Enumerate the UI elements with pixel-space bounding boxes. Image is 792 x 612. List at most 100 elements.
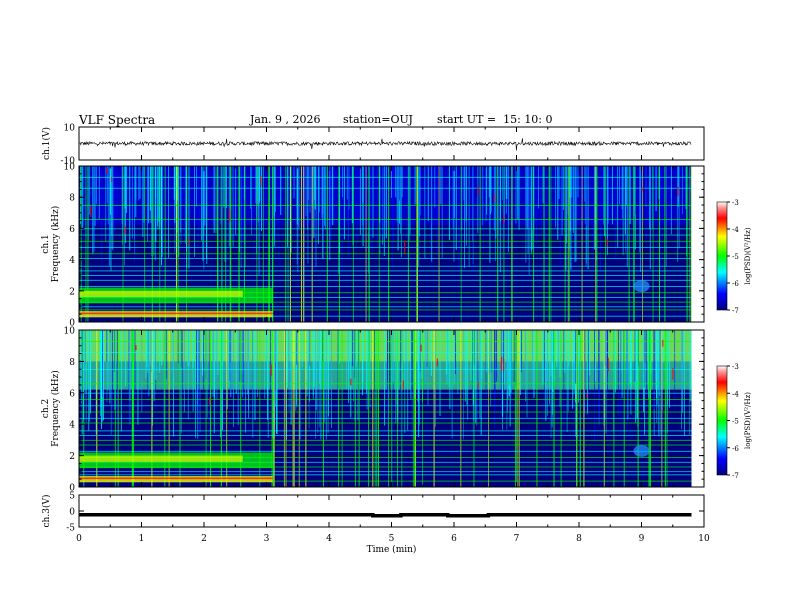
sferic-column — [564, 330, 566, 374]
sferic-column — [644, 330, 646, 435]
sferic-column — [85, 330, 87, 394]
sferic-column — [526, 330, 528, 418]
tone-line — [79, 234, 692, 236]
sferic-column — [669, 166, 671, 224]
spectrogram-ch2 — [79, 330, 704, 487]
sferic-column — [81, 330, 83, 420]
sferic-column — [468, 166, 470, 267]
sferic-column — [555, 166, 556, 228]
sferic-column — [659, 330, 661, 440]
sferic-line — [164, 330, 166, 487]
y-tick-label: 0 — [69, 484, 75, 494]
upper-band-bright — [79, 330, 692, 362]
y-tick-label: 10 — [64, 163, 76, 173]
sferic-column — [401, 166, 403, 198]
sferic-column — [527, 166, 529, 254]
sferic-column — [306, 330, 308, 397]
sferic-column — [290, 330, 292, 425]
sferic-column — [585, 166, 587, 227]
sferic-column — [274, 166, 275, 236]
y-tick-label: -5 — [66, 524, 75, 534]
sferic-column — [135, 166, 137, 200]
sferic-column — [317, 330, 319, 433]
tone-line — [79, 306, 692, 308]
sferic-column — [146, 330, 148, 368]
sferic-column — [318, 166, 320, 213]
sferic-line — [322, 330, 324, 487]
sferic-column — [506, 330, 508, 413]
sferic-column — [464, 166, 465, 268]
tone-line — [79, 253, 692, 255]
sferic-column — [324, 166, 326, 230]
sferic-column — [109, 166, 111, 266]
sferic-column — [490, 330, 492, 373]
waveform-trace — [78, 138, 692, 151]
lf-band-low — [79, 476, 273, 483]
sferic-column — [611, 166, 613, 225]
sferic-column — [192, 330, 194, 412]
sferic-column — [669, 330, 671, 408]
sferic-column — [430, 166, 432, 263]
sferic-column — [508, 330, 510, 397]
sferic-column — [129, 166, 131, 251]
y-axis-label: ch.3(V) — [41, 495, 52, 528]
sferic-column — [603, 166, 604, 225]
sferic-column — [532, 330, 533, 389]
sferic-column — [379, 166, 381, 254]
sferic-column — [230, 330, 232, 374]
sferic-column — [551, 330, 553, 415]
sferic-column — [213, 330, 215, 370]
sferic-line — [168, 330, 170, 487]
sferic-column — [322, 166, 324, 260]
sferic-column — [372, 166, 374, 238]
sferic-column — [366, 330, 368, 394]
tone-line — [79, 297, 692, 298]
sferic-column — [298, 166, 300, 228]
sferic-column — [324, 166, 326, 226]
hot-sferic — [436, 358, 438, 367]
sferic-column — [391, 166, 393, 267]
sferic-column — [172, 330, 174, 373]
sferic-column — [573, 330, 575, 393]
sferic-column — [362, 330, 364, 383]
sferic-line — [581, 166, 583, 322]
sferic-line — [303, 166, 305, 322]
sferic-column — [472, 330, 474, 405]
tone-line — [79, 444, 692, 446]
sferic-line — [376, 330, 378, 487]
sferic-column — [150, 166, 152, 223]
sferic-line — [623, 330, 625, 487]
tone-line — [79, 417, 692, 419]
sferic-column — [572, 166, 574, 233]
sferic-line — [368, 166, 370, 322]
sferic-column — [220, 166, 222, 224]
sferic-column — [353, 330, 355, 402]
colorbar-tick-label: -7 — [732, 307, 739, 315]
sferic-line — [664, 166, 666, 322]
sferic-line — [613, 330, 615, 487]
sferic-column — [296, 330, 298, 365]
tone-line — [79, 301, 692, 303]
hot-sferic — [135, 345, 137, 351]
sferic-column — [346, 166, 348, 200]
sferic-column — [607, 166, 609, 224]
sferic-column — [290, 166, 292, 253]
sferic-column — [83, 166, 85, 255]
sferic-column — [124, 330, 126, 364]
sferic-column — [643, 330, 644, 413]
sferic-column — [490, 330, 492, 407]
sferic-column — [558, 166, 560, 199]
sferic-column — [278, 166, 280, 266]
sferic-column — [656, 330, 658, 405]
sferic-column — [395, 166, 397, 198]
sferic-column — [392, 330, 394, 383]
sferic-line — [229, 166, 231, 322]
sferic-column — [187, 330, 189, 367]
sferic-column — [137, 330, 139, 425]
sferic-column — [331, 166, 332, 240]
sferic-column — [461, 166, 463, 230]
hot-sferic — [493, 193, 495, 203]
sferic-column — [125, 330, 127, 387]
sferic-column — [84, 330, 86, 391]
sferic-line — [85, 166, 87, 322]
